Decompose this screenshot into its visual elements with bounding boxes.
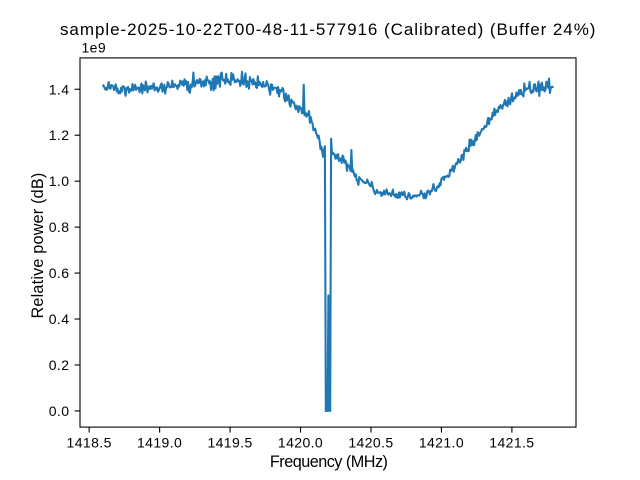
svg-text:sample-2025-10-22T00-48-11-577: sample-2025-10-22T00-48-11-577916 (Calib… (60, 20, 596, 39)
svg-text:0.8: 0.8 (49, 219, 70, 235)
svg-text:Relative power (dB): Relative power (dB) (29, 173, 47, 319)
svg-text:0.4: 0.4 (49, 311, 70, 327)
svg-text:1419.5: 1419.5 (207, 434, 252, 450)
svg-text:1418.5: 1418.5 (67, 434, 112, 450)
svg-text:1421.0: 1421.0 (419, 434, 464, 450)
svg-text:Frequency (MHz): Frequency (MHz) (270, 453, 388, 471)
svg-text:1420.0: 1420.0 (278, 434, 323, 450)
svg-text:0.6: 0.6 (49, 265, 70, 281)
svg-text:1.4: 1.4 (49, 81, 70, 97)
svg-text:0.0: 0.0 (49, 403, 70, 419)
svg-text:1420.5: 1420.5 (348, 434, 393, 450)
svg-text:1e9: 1e9 (82, 40, 107, 56)
svg-text:0.2: 0.2 (49, 357, 70, 373)
svg-text:1419.0: 1419.0 (137, 434, 182, 450)
svg-text:1421.5: 1421.5 (489, 434, 534, 450)
svg-text:1.2: 1.2 (49, 127, 70, 143)
svg-text:1.0: 1.0 (49, 173, 70, 189)
